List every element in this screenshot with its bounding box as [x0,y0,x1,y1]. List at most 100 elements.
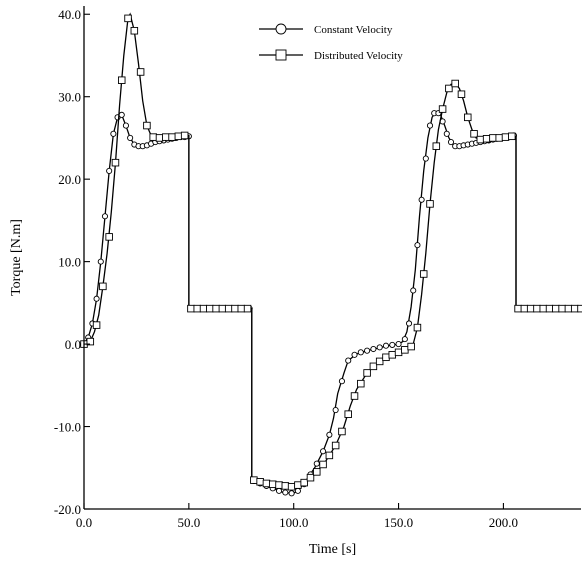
x-tick-label: 50.0 [177,515,200,530]
marker-distributed-velocity [218,304,227,313]
marker-distributed-velocity [508,132,516,141]
marker-distributed-velocity [250,476,258,484]
marker-distributed-velocity [489,134,497,142]
x-tick-label: 0.0 [76,515,92,530]
marker-constant-velocity [275,487,283,494]
marker-distributed-velocity [300,478,308,487]
marker-constant-velocity [110,130,117,137]
marker-distributed-velocity [130,26,139,35]
series-layer [80,12,582,497]
marker-constant-velocity [97,258,104,265]
marker-constant-velocity [288,490,295,497]
marker-distributed-velocity [155,134,164,142]
marker-distributed-velocity [363,369,371,377]
marker-distributed-velocity [482,135,491,143]
marker-constant-velocity [326,431,333,438]
y-tick-label: -20.0 [54,502,81,517]
marker-distributed-velocity [168,133,176,141]
marker-distributed-velocity [445,84,453,93]
marker-constant-velocity [294,487,301,494]
marker-distributed-velocity [533,304,541,313]
marker-distributed-velocity [357,379,365,388]
marker-distributed-velocity [394,348,403,357]
marker-constant-velocity [313,460,320,467]
marker-distributed-velocity [86,337,95,346]
marker-distributed-velocity [451,79,459,88]
marker-constant-velocity [422,155,429,162]
marker-constant-velocity [351,351,358,358]
marker-distributed-velocity [539,304,548,313]
legend-marker-constant-velocity [275,23,287,35]
marker-distributed-velocity [375,357,384,366]
marker-constant-velocity [389,341,396,348]
marker-distributed-velocity [237,304,246,313]
marker-distributed-velocity [564,304,573,313]
marker-constant-velocity [414,242,421,249]
marker-constant-velocity [382,342,390,349]
axis-layer [83,6,581,510]
marker-distributed-velocity [514,304,522,313]
y-tick-label: 20.0 [58,172,81,187]
y-tick-label: 40.0 [58,7,81,22]
marker-constant-velocity [395,341,402,348]
marker-distributed-velocity [180,131,189,140]
marker-distributed-velocity [413,323,422,332]
legend-marker-distributed-velocity [275,49,287,61]
marker-distributed-velocity [407,342,415,351]
marker-constant-velocity [426,122,434,129]
marker-distributed-velocity [224,304,233,313]
marker-distributed-velocity [143,121,151,130]
marker-distributed-velocity [206,304,214,313]
tick-layer: 0.0 50.0 100.0 150.0 200.0 -20.0 -10.0 0.0 10.0 2… [54,7,518,530]
x-tick-label: 200.0 [489,515,518,530]
marker-distributed-velocity [199,304,208,313]
marker-distributed-velocity [287,482,296,491]
marker-distributed-velocity [149,133,157,141]
marker-distributed-velocity [545,304,554,313]
marker-distributed-velocity [331,441,340,450]
marker-distributed-velocity [426,200,434,208]
marker-constant-velocity [370,345,377,353]
marker-distributed-velocity [476,135,485,144]
marker-constant-velocity [376,344,383,351]
y-axis-title: Torque [N.m] [9,219,24,296]
marker-distributed-velocity [438,105,447,113]
legend-label-constant-velocity: Constant Velocity [314,24,393,36]
marker-distributed-velocity [111,158,120,167]
marker-distributed-velocity [470,130,478,138]
marker-distributed-velocity [124,14,132,23]
marker-distributed-velocity [325,451,334,460]
marker-distributed-velocity [306,473,315,482]
marker-distributed-velocity [501,133,510,141]
marker-constant-velocity [101,213,109,220]
marker-distributed-velocity [338,427,346,436]
marker-distributed-velocity [344,410,352,418]
legend: Constant Velocity Distributed Velocity [259,23,403,62]
marker-constant-velocity [418,196,425,203]
marker-distributed-velocity [382,353,390,362]
series-line-constant-velocity [83,110,581,494]
marker-constant-velocity [364,347,371,354]
marker-distributed-velocity [231,304,239,313]
marker-distributed-velocity [256,478,264,486]
y-tick-label: 0.0 [65,337,81,352]
marker-distributed-velocity [174,132,183,141]
marker-distributed-velocity [275,481,283,489]
marker-distributed-velocity [117,76,126,84]
marker-distributed-velocity [193,304,201,313]
marker-distributed-velocity [313,468,321,476]
marker-distributed-velocity [187,304,195,313]
marker-constant-velocity [447,139,455,146]
marker-distributed-velocity [558,304,566,313]
marker-distributed-velocity [350,392,359,400]
marker-distributed-velocity [99,282,107,291]
marker-constant-velocity [410,287,417,294]
marker-distributed-velocity [262,479,271,488]
marker-constant-velocity [122,122,129,129]
marker-constant-velocity [118,111,125,118]
marker-distributed-velocity [457,90,466,98]
marker-distributed-velocity [495,134,503,142]
marker-constant-velocity [443,130,450,137]
marker-constant-velocity [345,357,352,364]
marker-constant-velocity [357,349,364,356]
